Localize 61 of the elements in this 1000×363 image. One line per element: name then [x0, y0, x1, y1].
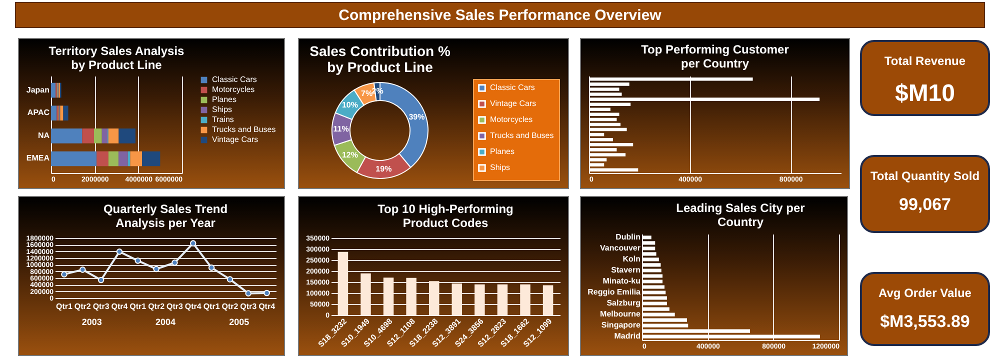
text: 2004	[155, 317, 176, 327]
legend-label: Motorcycles	[490, 115, 533, 124]
data-label: 11%	[333, 124, 349, 134]
legend-label: Ships	[212, 105, 232, 114]
legend-label: Motorcycles	[212, 85, 255, 94]
text: Total Revenue	[883, 54, 967, 68]
text: Total Quantity Sold	[869, 169, 981, 183]
y-tick-label: Japan	[26, 85, 50, 94]
legend-label: Planes	[490, 147, 514, 156]
text: 2005	[229, 317, 250, 327]
y-tick-label: Stavern	[611, 265, 641, 274]
x-tick-label: Qtr3	[92, 302, 110, 311]
text: Comprehensive Sales Performance Overview	[338, 6, 662, 24]
legend-label: Vintage Cars	[490, 99, 536, 108]
x-tick-label: Qtr2	[74, 302, 92, 311]
legend-label: Vintage Cars	[212, 135, 258, 144]
chart-title: Leading Sales City per Country	[676, 200, 806, 229]
legend-label: Trains	[212, 115, 234, 124]
legend-label: Trucks and Buses	[212, 125, 276, 134]
chart-title: Territory Sales Analysis by Product Line	[48, 44, 185, 72]
x-tick-label: Qtr1	[56, 302, 73, 311]
legend-label: Trucks and Buses	[490, 131, 554, 140]
x-tick-label: Qtr4	[111, 302, 128, 311]
legend-label: Classic Cars	[490, 83, 535, 92]
text: $M3,553.89	[879, 312, 971, 332]
data-label: 19%	[376, 164, 392, 174]
chart-title: Quarterly Sales Trend Analysis per Year	[103, 202, 228, 230]
x-tick-label: Qtr1	[130, 302, 147, 311]
y-tick-label: EMEA	[26, 154, 50, 163]
y-tick-label: Singapore	[601, 320, 642, 330]
y-tick-label: Minato-ku	[602, 276, 641, 286]
y-tick-label: APAC	[27, 108, 50, 118]
y-tick-label: Salzburg	[606, 298, 641, 308]
y-tick-label: NA	[38, 130, 50, 140]
y-tick-label: Dublin	[616, 232, 641, 242]
chart-title: Sales Contribution % by Product Line	[310, 43, 451, 75]
text: $M10	[894, 80, 956, 108]
data-label: 7%	[361, 88, 373, 98]
y-tick-label: Vancouver	[600, 243, 640, 252]
text: Avg Order Value	[878, 286, 972, 300]
data-label: 10%	[342, 100, 358, 110]
x-tick-label: Qtr3	[240, 302, 258, 311]
x-tick-label: Qtr1	[203, 302, 220, 311]
y-tick-label: Koln	[622, 254, 641, 264]
x-tick-label: Qtr3	[166, 302, 184, 311]
data-label: 39%	[408, 112, 425, 122]
text: 2003	[82, 317, 102, 327]
y-tick-label: Madrid	[614, 332, 641, 341]
y-tick-label: Reggio Emilia	[588, 288, 642, 297]
legend-label: Classic Cars	[212, 75, 257, 84]
x-tick-label: Qtr2	[148, 302, 166, 311]
legend-label: Ships	[490, 163, 510, 172]
legend-label: Planes	[212, 95, 236, 104]
chart-title: Top 10 High-Performing Product Codes	[378, 202, 514, 230]
x-tick-label: Qtr4	[184, 302, 202, 311]
text: 99,067	[898, 195, 952, 215]
data-label: 12%	[342, 150, 358, 160]
chart-title: Top Performing Customer per Country	[641, 42, 790, 71]
x-tick-label: Qtr4	[258, 302, 276, 311]
x-tick-label: Qtr2	[222, 302, 239, 311]
y-tick-label: Melbourne	[600, 310, 642, 319]
